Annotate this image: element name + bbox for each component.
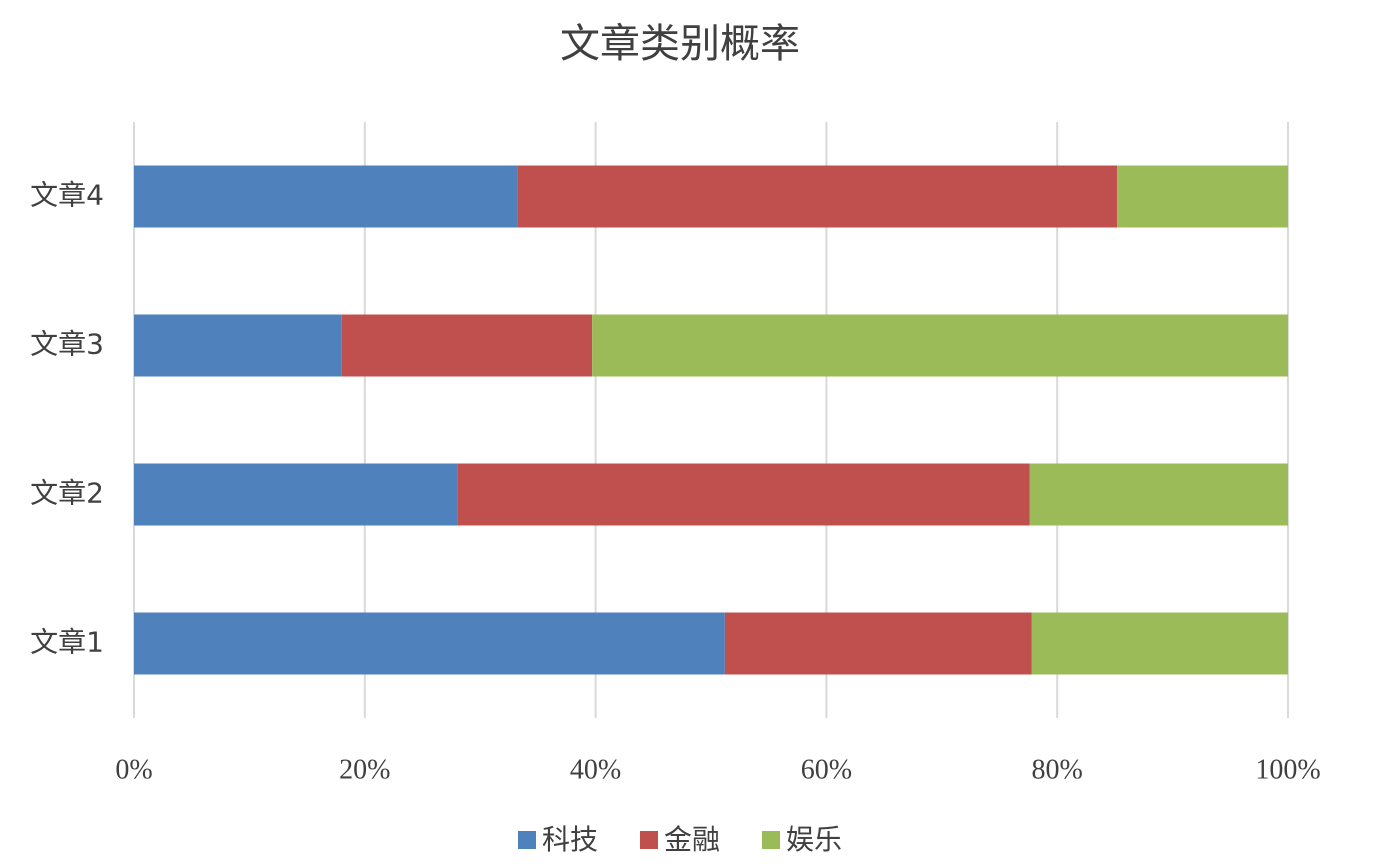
bar-segment <box>592 314 1288 377</box>
bar-segment <box>1029 463 1288 526</box>
bar-segment <box>341 314 593 377</box>
legend-label: 科技 <box>542 823 598 856</box>
legend-swatch <box>518 831 536 849</box>
x-tick-label: 60% <box>801 754 852 785</box>
bar-segment <box>134 314 342 377</box>
x-tick-label: 100% <box>1255 754 1320 785</box>
bar-segment <box>517 165 1118 228</box>
bar-segment <box>457 463 1030 526</box>
y-tick-label: 文章1 <box>30 626 104 659</box>
chart-title: 文章类别概率 <box>560 21 800 67</box>
x-tick-label: 0% <box>115 754 152 785</box>
bar-segment <box>1031 612 1288 675</box>
y-tick-label: 文章4 <box>30 179 104 212</box>
y-tick-label: 文章3 <box>30 328 104 361</box>
legend-label: 金融 <box>664 823 720 856</box>
x-tick-label: 20% <box>339 754 390 785</box>
bar-segment <box>134 165 518 228</box>
bar-segment <box>1117 165 1288 228</box>
bar-segment <box>134 612 725 675</box>
y-tick-label: 文章2 <box>30 477 104 510</box>
legend-label: 娱乐 <box>786 823 842 856</box>
bar-segment <box>134 463 458 526</box>
bar-segment <box>724 612 1032 675</box>
legend-swatch <box>762 831 780 849</box>
x-tick-label: 80% <box>1032 754 1083 785</box>
x-tick-label: 40% <box>570 754 621 785</box>
legend-swatch <box>640 831 658 849</box>
